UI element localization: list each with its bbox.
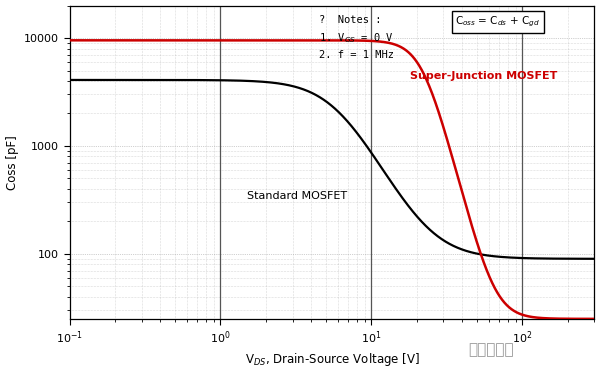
Text: 深圳宏力捷: 深圳宏力捷 (468, 342, 514, 357)
Text: ?  Notes :
1. V$_{GS}$ = 0 V
2. f = 1 MHz: ? Notes : 1. V$_{GS}$ = 0 V 2. f = 1 MHz (319, 15, 394, 59)
Text: Super-Junction MOSFET: Super-Junction MOSFET (410, 71, 557, 81)
Y-axis label: Coss [pF]: Coss [pF] (5, 135, 19, 190)
Text: C$_{oss}$ = C$_{ds}$ + C$_{gd}$: C$_{oss}$ = C$_{ds}$ + C$_{gd}$ (455, 15, 540, 29)
Text: Standard MOSFET: Standard MOSFET (247, 191, 347, 201)
X-axis label: V$_{DS}$, Drain-Source Voltage [V]: V$_{DS}$, Drain-Source Voltage [V] (245, 352, 419, 368)
